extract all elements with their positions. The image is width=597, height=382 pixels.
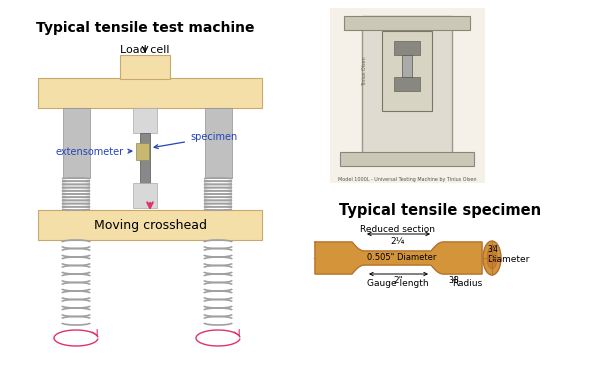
Text: specimen: specimen (154, 132, 237, 149)
FancyBboxPatch shape (394, 77, 420, 91)
FancyBboxPatch shape (382, 31, 432, 111)
FancyBboxPatch shape (340, 152, 474, 166)
Text: Model 1000L - Universal Testing Machine by Tinius Olsen: Model 1000L - Universal Testing Machine … (338, 178, 476, 183)
Text: 2": 2" (393, 276, 403, 285)
FancyBboxPatch shape (120, 55, 170, 79)
FancyBboxPatch shape (38, 210, 262, 240)
Polygon shape (315, 242, 482, 274)
FancyBboxPatch shape (402, 55, 412, 77)
Text: Tinius Olsen: Tinius Olsen (362, 56, 368, 86)
Text: 3⁄8: 3⁄8 (448, 276, 459, 285)
Text: Typical tensile specimen: Typical tensile specimen (339, 202, 541, 217)
Text: Radius: Radius (452, 278, 482, 288)
Ellipse shape (483, 241, 501, 275)
Text: 0.505" Diameter: 0.505" Diameter (367, 254, 436, 262)
Text: Moving crosshead: Moving crosshead (94, 219, 207, 231)
FancyBboxPatch shape (63, 108, 90, 178)
FancyBboxPatch shape (362, 16, 452, 164)
Text: 2¼: 2¼ (391, 237, 405, 246)
FancyBboxPatch shape (140, 133, 150, 183)
FancyBboxPatch shape (330, 8, 485, 183)
FancyBboxPatch shape (344, 16, 470, 30)
FancyBboxPatch shape (205, 108, 232, 178)
Text: Gauge length: Gauge length (367, 278, 429, 288)
Text: Reduced section: Reduced section (361, 225, 435, 233)
Text: Typical tensile test machine: Typical tensile test machine (36, 21, 254, 35)
Text: Load cell: Load cell (120, 45, 170, 55)
FancyBboxPatch shape (133, 183, 157, 208)
Text: extensometer: extensometer (55, 147, 132, 157)
Ellipse shape (487, 247, 497, 269)
FancyBboxPatch shape (133, 108, 157, 133)
FancyBboxPatch shape (38, 78, 262, 108)
FancyBboxPatch shape (136, 143, 149, 160)
Text: 3⁄4: 3⁄4 (487, 246, 498, 254)
Text: Diameter: Diameter (487, 254, 530, 264)
FancyBboxPatch shape (394, 41, 420, 55)
